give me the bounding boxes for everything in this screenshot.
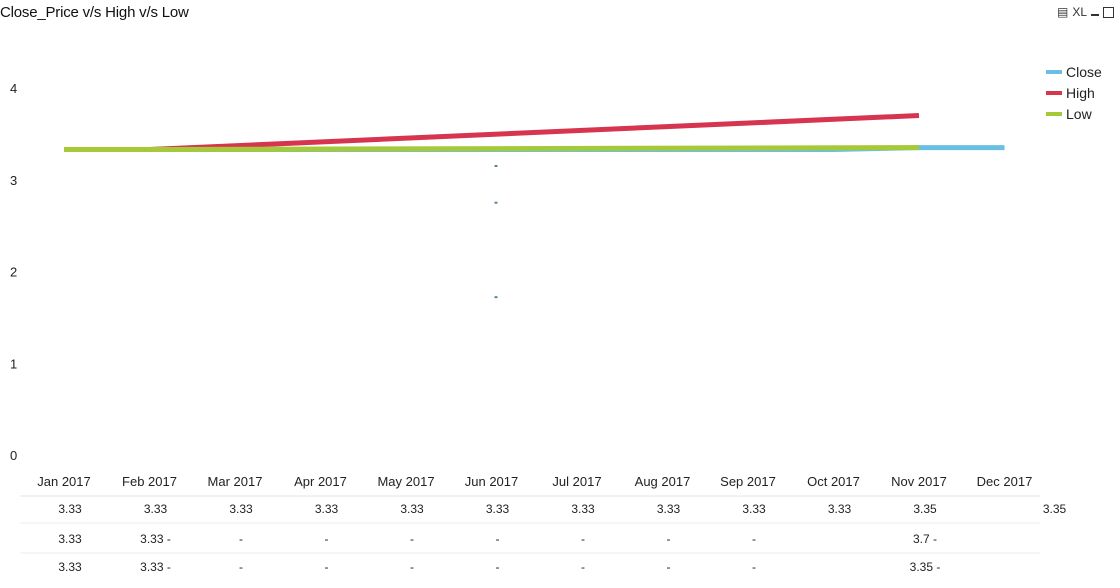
table-cell: 3.33 - bbox=[140, 560, 171, 574]
x-tick-label: Aug 2017 bbox=[635, 474, 691, 489]
table-cell: - bbox=[325, 560, 329, 574]
table-cell: 3.33 bbox=[742, 502, 766, 516]
table-cell: 3.33 - bbox=[140, 532, 171, 546]
table-cell: 3.33 bbox=[58, 560, 82, 574]
x-tick-label: Jul 2017 bbox=[552, 474, 601, 489]
table-cell: 3.33 bbox=[229, 502, 253, 516]
stray-mark bbox=[494, 201, 498, 204]
table-cell: - bbox=[667, 560, 671, 574]
stray-mark bbox=[494, 164, 498, 167]
export-icon[interactable]: ▤ bbox=[1056, 5, 1069, 19]
legend-label-low: Low bbox=[1066, 106, 1093, 122]
table-cell: 3.35 bbox=[913, 502, 937, 516]
table-cell: 3.33 bbox=[58, 502, 82, 516]
minimize-icon[interactable] bbox=[1091, 14, 1099, 16]
table-cell: 3.35 bbox=[1043, 502, 1067, 516]
series-line-high bbox=[64, 113, 920, 152]
table-cell: 3.33 bbox=[315, 502, 339, 516]
table-cell: 3.33 bbox=[486, 502, 510, 516]
table-cell: - bbox=[325, 532, 329, 546]
table-cell: 3.33 bbox=[571, 502, 595, 516]
table-cell: - bbox=[410, 532, 414, 546]
table-cell: 3.35 - bbox=[910, 560, 941, 574]
table-cell: - bbox=[752, 532, 756, 546]
table-cell: - bbox=[496, 532, 500, 546]
x-tick-label: Apr 2017 bbox=[294, 474, 347, 489]
window-controls: ▤ XL bbox=[1057, 5, 1114, 19]
x-tick-label: Mar 2017 bbox=[208, 474, 263, 489]
x-tick-label: Jan 2017 bbox=[37, 474, 91, 489]
x-tick-label: Jun 2017 bbox=[465, 474, 519, 489]
table-cell: 3.33 bbox=[144, 502, 168, 516]
table-cell: 3.7 - bbox=[913, 532, 937, 546]
table-cell: - bbox=[581, 560, 585, 574]
legend-label-high: High bbox=[1066, 85, 1095, 101]
table-cell: 3.33 bbox=[58, 532, 82, 546]
table-cell: - bbox=[496, 560, 500, 574]
y-tick-label: 4 bbox=[10, 81, 17, 96]
table-cell: - bbox=[410, 560, 414, 574]
x-tick-label: Oct 2017 bbox=[807, 474, 860, 489]
table-cell: 3.33 bbox=[400, 502, 424, 516]
y-tick-label: 2 bbox=[10, 265, 17, 280]
series-line-low bbox=[64, 145, 920, 152]
table-cell: - bbox=[239, 560, 243, 574]
x-tick-label: Sep 2017 bbox=[720, 474, 776, 489]
y-tick-label: 3 bbox=[10, 173, 17, 188]
y-tick-label: 1 bbox=[10, 356, 17, 371]
table-cell: 3.33 bbox=[657, 502, 681, 516]
chart-title: Close_Price v/s High v/s Low bbox=[0, 4, 189, 21]
legend-label-close: Close bbox=[1066, 64, 1102, 80]
table-cell: - bbox=[581, 532, 585, 546]
x-tick-label: Nov 2017 bbox=[891, 474, 947, 489]
xl-export-button[interactable]: XL bbox=[1072, 5, 1087, 19]
table-cell: - bbox=[667, 532, 671, 546]
x-tick-label: Feb 2017 bbox=[122, 474, 177, 489]
table-cell: 3.33 bbox=[828, 502, 852, 516]
stray-mark bbox=[494, 296, 498, 299]
maximize-icon[interactable] bbox=[1103, 6, 1114, 18]
table-cell: - bbox=[752, 560, 756, 574]
x-tick-label: May 2017 bbox=[377, 474, 434, 489]
y-tick-label: 0 bbox=[10, 448, 17, 463]
table-cell: - bbox=[239, 532, 243, 546]
x-tick-label: Dec 2017 bbox=[977, 474, 1033, 489]
